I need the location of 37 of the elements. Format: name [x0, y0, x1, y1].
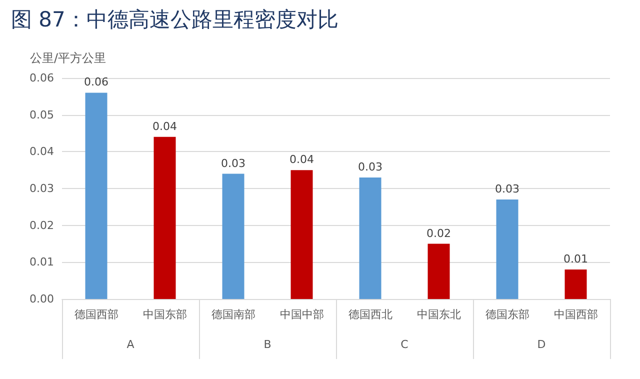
data-label: 0.01	[564, 252, 588, 266]
data-label: 0.03	[358, 160, 382, 174]
bar	[222, 174, 244, 299]
data-label: 0.03	[495, 182, 520, 196]
x-tick-label: 中国东部	[142, 308, 187, 321]
data-label: 0.02	[426, 226, 451, 240]
y-tick-label: 0.05	[30, 108, 54, 122]
text: D	[537, 338, 546, 351]
text: B	[264, 338, 272, 351]
y-tick-label: 0.02	[30, 218, 54, 232]
data-label: 0.04	[152, 120, 177, 133]
x-tick-label: 德国东部	[485, 308, 530, 321]
chart-title: 图 87：中德高速公路里程密度对比	[11, 8, 338, 32]
text: A	[126, 338, 135, 351]
x-tick-label: 中国西部	[554, 308, 598, 321]
bar	[154, 136, 176, 299]
data-label: 0.03	[221, 156, 246, 170]
y-tick-label: 0.06	[30, 72, 54, 84]
bar	[359, 177, 382, 299]
data-label: 0.06	[84, 76, 108, 89]
bar	[290, 170, 313, 299]
x-tick-label: 中国中部	[280, 308, 324, 321]
x-tick-label: 德国南部	[211, 308, 256, 321]
y-tick-label: 0.01	[30, 256, 54, 269]
text: C	[400, 338, 409, 351]
bar	[496, 200, 518, 299]
y-tick-label: 0.00	[30, 292, 54, 306]
bar	[85, 92, 108, 299]
y-tick-label: 0.04	[30, 145, 54, 158]
y-tick-label: 0.03	[30, 182, 54, 195]
y-axis-title: 公里/平方公里	[30, 51, 106, 65]
x-tick-label: 德国西部	[74, 308, 118, 321]
bar	[564, 270, 587, 299]
x-tick-label: 中国东北	[416, 308, 461, 321]
bar	[428, 244, 450, 299]
x-tick-label: 德国西北	[348, 308, 392, 321]
data-label: 0.04	[290, 153, 314, 166]
